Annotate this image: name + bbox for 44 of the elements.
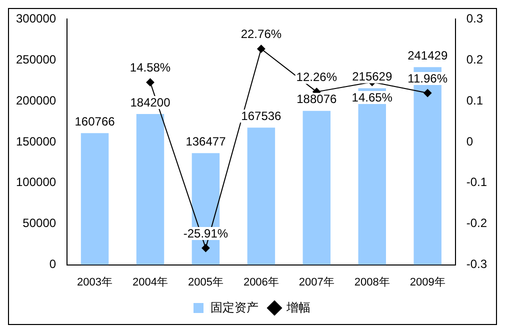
data-label: 167536 xyxy=(241,108,282,123)
bar xyxy=(80,133,109,265)
point xyxy=(202,244,210,252)
y-tick-label: 100000 xyxy=(16,175,56,190)
data-label: 184200 xyxy=(130,95,171,110)
y2-tick-label: 0.3 xyxy=(466,12,484,26)
data-label: 215629 xyxy=(352,70,392,84)
y2-tick-label: -0.3 xyxy=(466,257,488,272)
legend-label: 固定资产 xyxy=(210,300,258,314)
legend-label: 增幅 xyxy=(286,300,310,314)
y-tick-label: 0 xyxy=(49,257,56,272)
x-tick-label: 2007年 xyxy=(298,276,334,288)
data-label: 14.58% xyxy=(130,60,171,75)
data-label: -25.91% xyxy=(183,226,228,240)
bar xyxy=(247,128,276,265)
x-tick-label: 2004年 xyxy=(132,276,168,288)
data-label: 14.65% xyxy=(352,90,393,104)
x-tick-label: 2009年 xyxy=(410,276,446,288)
y2-tick-label: 0.2 xyxy=(466,52,484,66)
y2-tick-label: -0.2 xyxy=(466,216,488,230)
point xyxy=(424,89,432,98)
y2-tick-label: 0.1 xyxy=(466,93,484,108)
data-label: 11.96% xyxy=(408,71,448,86)
data-label: 136477 xyxy=(186,134,226,148)
y-tick-label: 50000 xyxy=(22,216,56,230)
x-tick-label: 2008年 xyxy=(354,276,390,288)
y-tick-label: 200000 xyxy=(16,93,56,108)
data-label: 22.76% xyxy=(240,27,282,42)
data-label: 188076 xyxy=(296,92,337,106)
point xyxy=(146,78,154,86)
point xyxy=(257,44,266,53)
x-tick-label: 2006年 xyxy=(243,276,279,288)
data-label: 12.26% xyxy=(296,70,338,84)
bar xyxy=(136,114,164,265)
x-tick-label: 2003年 xyxy=(77,276,113,288)
y-tick-label: 300000 xyxy=(16,12,56,26)
y-tick-label: 250000 xyxy=(16,52,56,66)
y-tick-label: 150000 xyxy=(16,134,56,148)
data-label: 241429 xyxy=(408,48,448,62)
x-tick-label: 2005年 xyxy=(188,276,224,288)
y2-tick-label: -0.1 xyxy=(466,175,488,190)
data-label: 160766 xyxy=(74,114,116,128)
bar xyxy=(302,110,331,265)
y2-tick-label: 0 xyxy=(466,134,474,148)
